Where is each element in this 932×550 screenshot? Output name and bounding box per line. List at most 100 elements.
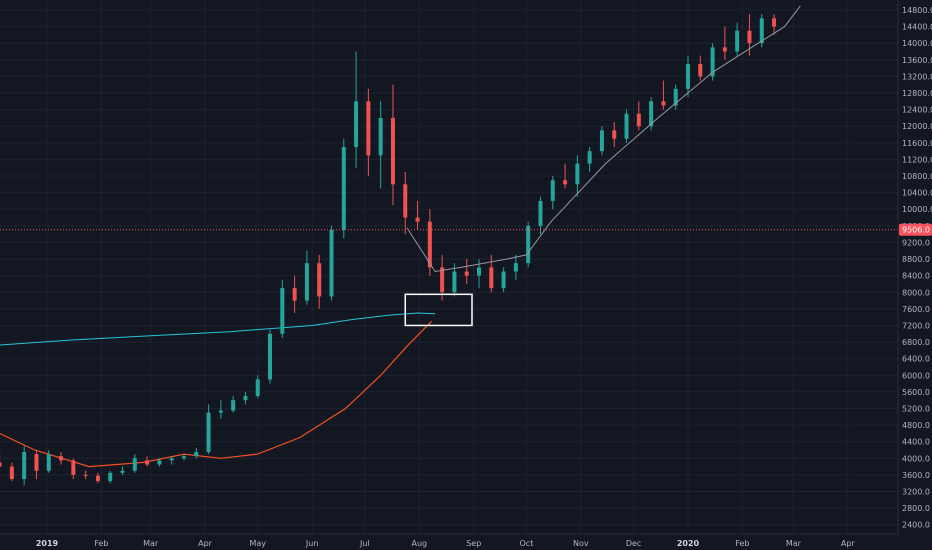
y-tick-label: 6000.0 xyxy=(902,371,930,380)
candle-body xyxy=(329,229,334,297)
highlight-box xyxy=(404,293,473,327)
candle-body xyxy=(206,412,211,453)
y-tick-label: 11200.0 xyxy=(902,155,932,164)
y-tick-label: 9200.0 xyxy=(902,238,930,247)
candle-body xyxy=(415,217,420,222)
candle-body xyxy=(526,225,531,264)
candle-body xyxy=(317,263,322,297)
candle-body xyxy=(403,184,408,218)
y-tick-label: 13600.0 xyxy=(902,56,932,65)
x-tick-label: Feb xyxy=(735,539,749,548)
candle-body xyxy=(231,400,236,411)
candle-body xyxy=(550,180,555,201)
price-axis[interactable]: 2400.0 2800.0 3200.0 3600.0 4000.0 4400.0 4800… xyxy=(897,0,932,550)
candle-body xyxy=(759,18,764,44)
y-tick-label: 10000.0 xyxy=(902,205,932,214)
x-tick-label: Jul xyxy=(359,539,370,548)
y-tick-label: 7200.0 xyxy=(902,321,930,330)
candle-body xyxy=(255,379,260,397)
candle-body xyxy=(280,288,285,334)
candle-body xyxy=(735,30,740,52)
price-axis-bg xyxy=(898,0,932,550)
candlesticks xyxy=(0,14,777,486)
x-tick-label: Oct xyxy=(520,539,534,548)
price-tag xyxy=(899,223,932,236)
candle-body xyxy=(83,474,88,476)
y-tick-label: 2400.0 xyxy=(902,521,930,530)
projection-line xyxy=(406,5,801,273)
y-tick-label: 12000.0 xyxy=(902,122,932,131)
candle-body xyxy=(120,470,125,473)
candle-body xyxy=(95,475,100,482)
y-tick-label: 6800.0 xyxy=(902,338,930,347)
candle-body xyxy=(464,271,469,276)
candle-body xyxy=(710,47,715,77)
y-tick-label: 10400.0 xyxy=(902,189,932,198)
candle-body xyxy=(477,267,482,276)
candle-body xyxy=(489,267,494,289)
y-tick-label: 4800.0 xyxy=(902,421,930,430)
y-tick-label: 7600.0 xyxy=(902,305,930,314)
y-tick-label: 12800.0 xyxy=(902,89,932,98)
candle-body xyxy=(538,200,543,226)
candle-body xyxy=(587,151,592,164)
candle-body xyxy=(218,410,223,413)
candle-body xyxy=(440,267,445,293)
candle-body xyxy=(427,221,432,268)
candle-body xyxy=(747,30,752,44)
candle-body xyxy=(9,466,14,480)
y-tick-label: 5200.0 xyxy=(902,404,930,413)
y-tick-label: 8000.0 xyxy=(902,288,930,297)
candle-body xyxy=(169,458,174,461)
ma-short-line xyxy=(0,320,433,468)
y-tick-label: 14000.0 xyxy=(902,39,932,48)
y-tick-label: 5600.0 xyxy=(902,388,930,397)
x-tick-label: Mar xyxy=(786,539,802,548)
candle-body xyxy=(501,271,506,289)
y-tick-label: 4000.0 xyxy=(902,454,930,463)
y-tick-label: 3200.0 xyxy=(902,487,930,496)
price-tag-label: 9506.0 xyxy=(902,226,930,235)
x-tick-label: Sep xyxy=(466,539,481,548)
candle-body xyxy=(452,271,457,293)
candle-body xyxy=(563,180,568,185)
y-tick-label: 11600.0 xyxy=(902,139,932,148)
y-tick-label: 12400.0 xyxy=(902,106,932,115)
x-tick-label: Aug xyxy=(411,539,427,548)
y-tick-label: 3600.0 xyxy=(902,471,930,480)
candle-body xyxy=(636,113,641,127)
y-tick-label: 8800.0 xyxy=(902,255,930,264)
y-tick-label: 6400.0 xyxy=(902,355,930,364)
y-tick-label: 8400.0 xyxy=(902,272,930,281)
time-axis[interactable]: Dec2019FebMarAprMayJunJulAugSepOctNovDec… xyxy=(0,533,932,550)
candle-body xyxy=(366,101,371,156)
x-tick-label: Feb xyxy=(94,539,108,548)
y-tick-label: 14400.0 xyxy=(902,23,932,32)
candle-body xyxy=(772,18,777,27)
candle-body xyxy=(194,452,199,457)
candle-body xyxy=(34,454,39,471)
candle-body xyxy=(304,263,309,301)
candle-body xyxy=(390,117,395,185)
ma-long-line xyxy=(0,312,436,346)
candle-body xyxy=(649,101,654,127)
candle-body xyxy=(268,333,273,380)
candle-body xyxy=(71,460,76,475)
candle-body xyxy=(661,101,666,106)
x-tick-label: May xyxy=(249,539,266,548)
candle-body xyxy=(612,130,617,139)
y-tick-label: 4400.0 xyxy=(902,438,930,447)
candle-body xyxy=(108,472,113,482)
time-axis-bg xyxy=(0,534,932,550)
candle-body xyxy=(513,263,518,272)
candle-body xyxy=(145,460,150,465)
candle-body xyxy=(22,452,27,480)
candle-body xyxy=(599,130,604,152)
grid xyxy=(0,0,898,534)
candle-body xyxy=(132,458,137,471)
y-tick-label: 2800.0 xyxy=(902,504,930,513)
x-tick-label: Nov xyxy=(573,539,589,548)
candle-body xyxy=(575,163,580,185)
candle-body xyxy=(686,63,690,89)
